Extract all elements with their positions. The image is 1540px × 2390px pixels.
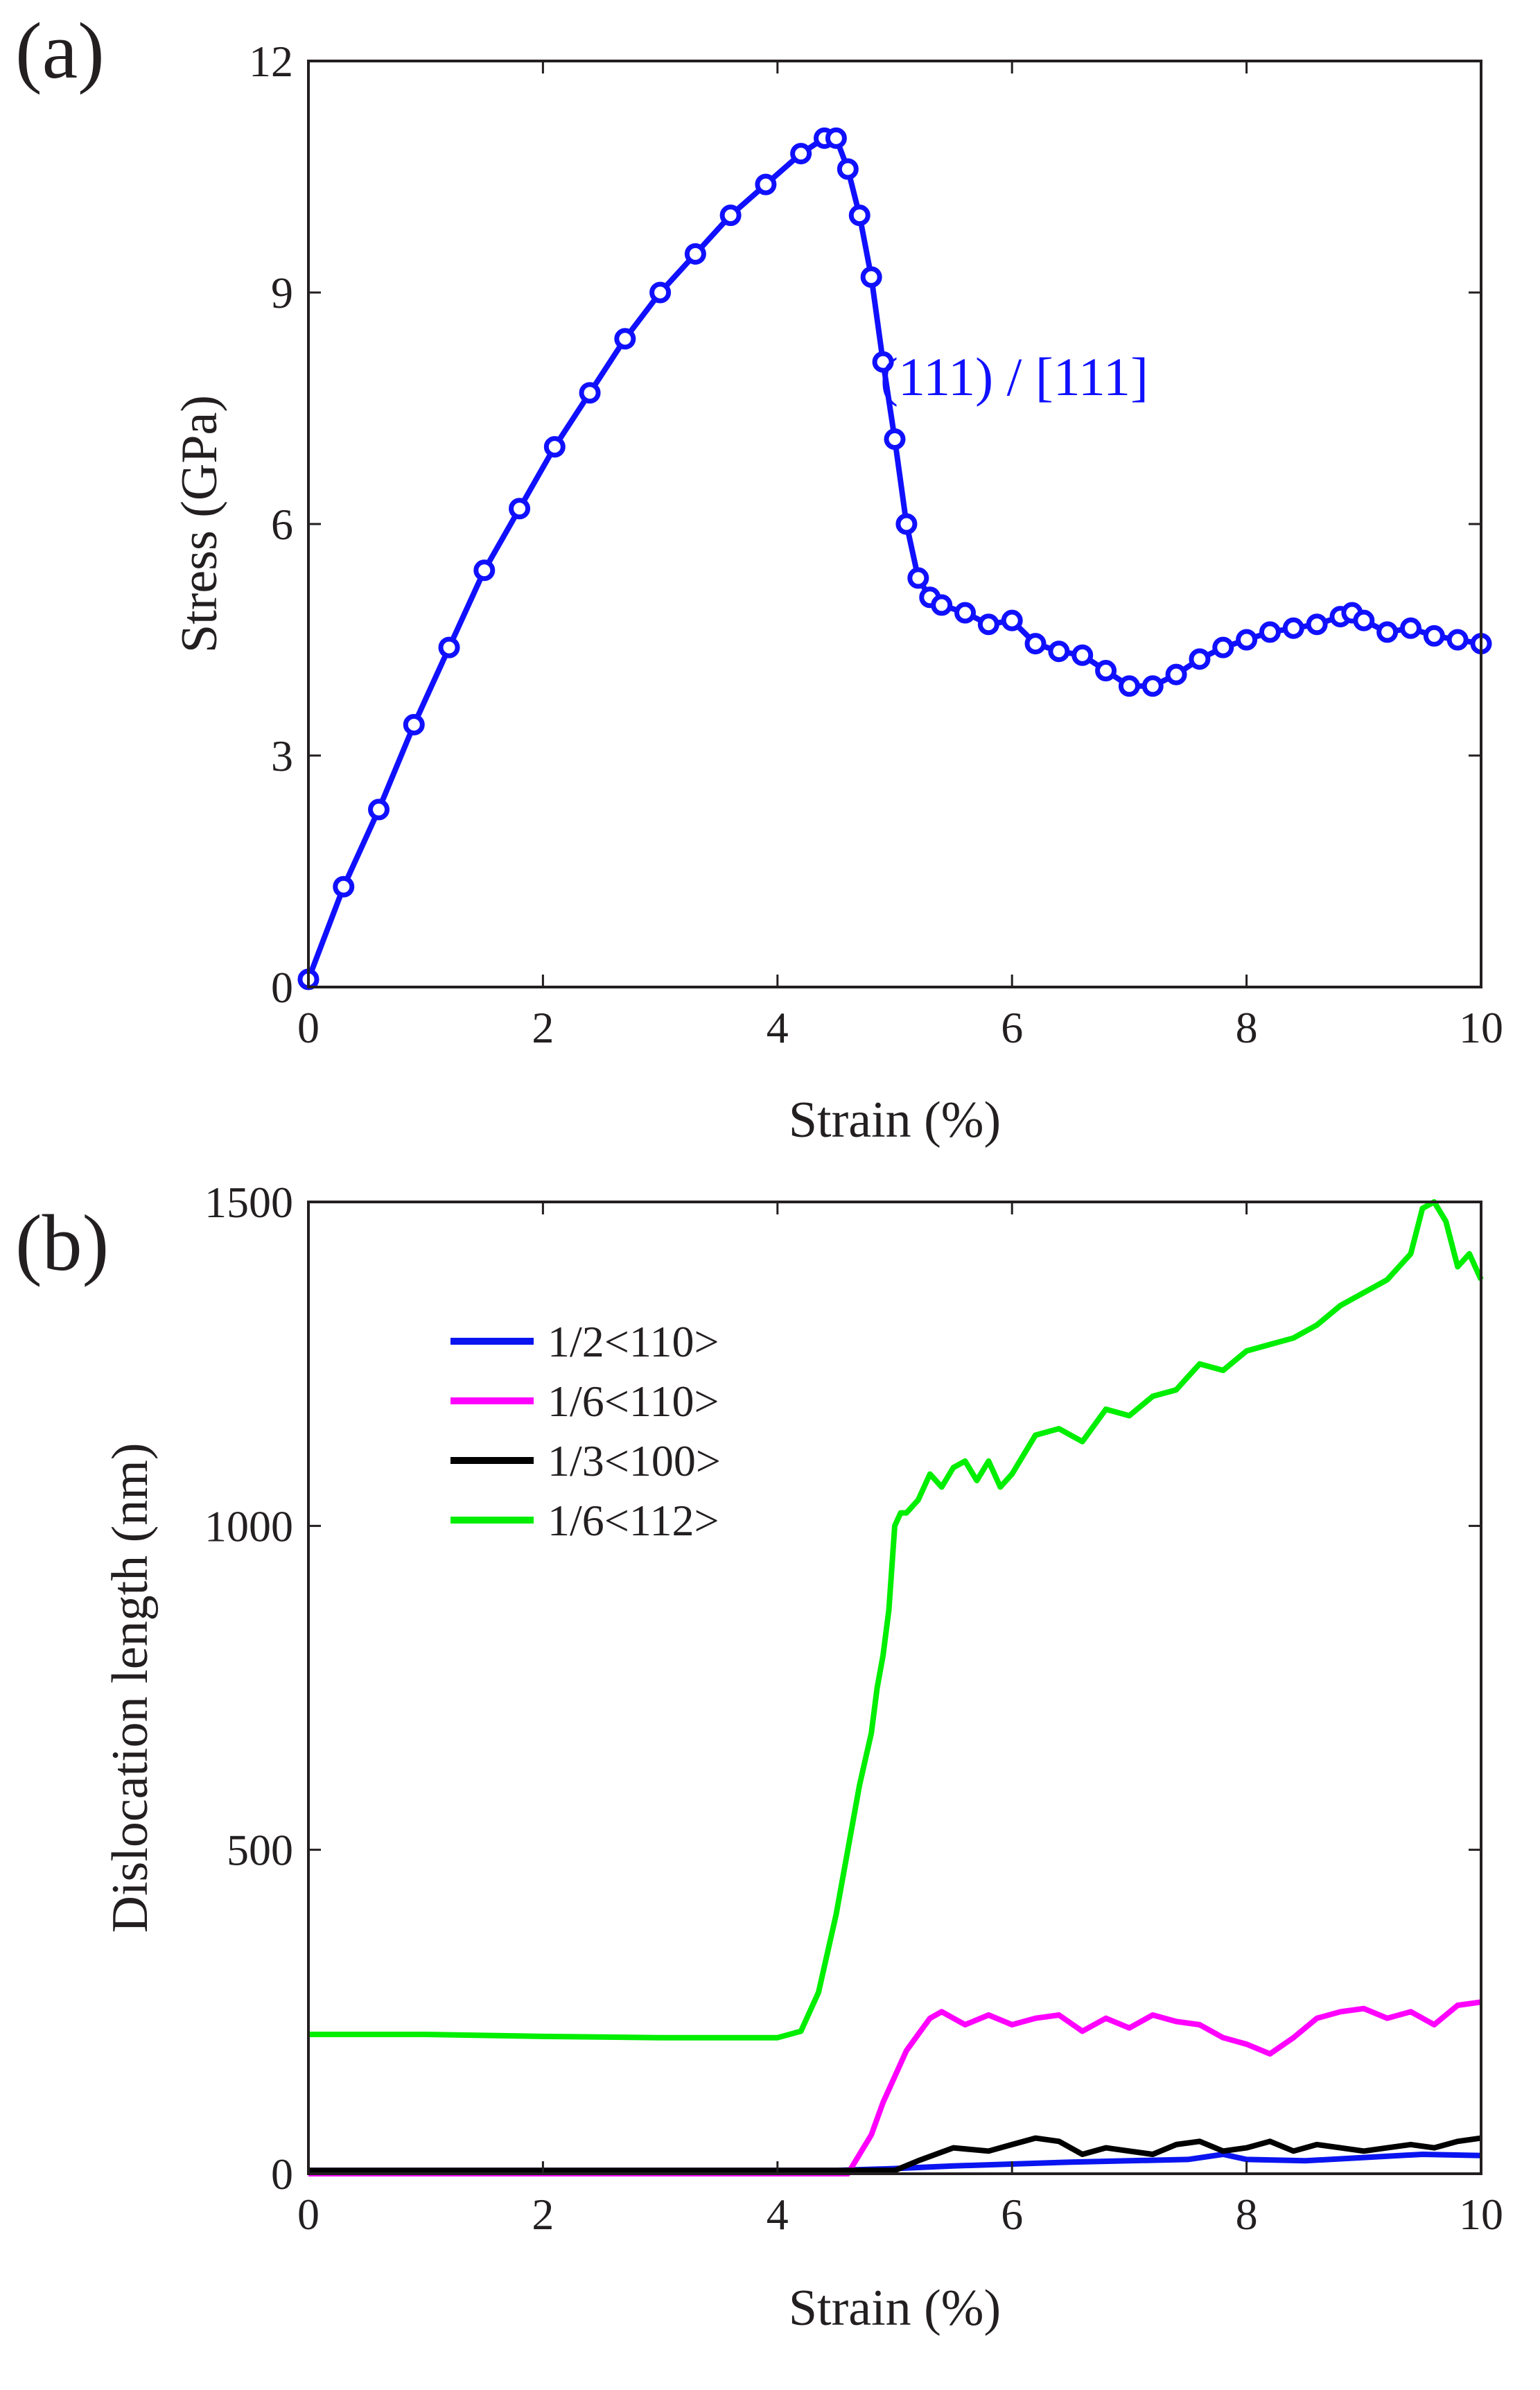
b-y-tick-label: 500 <box>227 1826 293 1875</box>
a-data-point <box>1048 640 1070 663</box>
b-series-line-3 <box>308 1199 1484 2041</box>
a-data-point <box>977 613 999 636</box>
a-data-point <box>1353 609 1375 631</box>
a-data-point <box>1001 609 1023 631</box>
b-x-tick-label: 6 <box>1001 2190 1023 2239</box>
b-series-line-2 <box>308 2135 1482 2174</box>
legend-label-2: 1/3<100> <box>548 1436 721 1485</box>
a-data-point <box>931 594 953 616</box>
a-data-point <box>825 127 847 149</box>
a-x-tick-label: 0 <box>297 1003 320 1052</box>
a-data-point <box>1399 617 1421 639</box>
a-data-point <box>884 428 906 451</box>
legend-label-0: 1/2<110> <box>548 1317 719 1366</box>
a-y-tick-label: 12 <box>249 37 293 86</box>
a-y-tick-label: 3 <box>271 731 293 780</box>
a-data-point <box>1024 633 1047 655</box>
a-data-point <box>1118 675 1140 697</box>
a-data-point <box>872 351 894 373</box>
panel-b-legend: 1/2<110> 1/6<110> 1/3<100> 1/6<112> <box>450 1317 721 1545</box>
a-data-point <box>543 436 566 458</box>
a-data-point <box>649 281 672 304</box>
b-x-tick-label: 4 <box>767 2190 789 2239</box>
a-data-point <box>1423 625 1445 647</box>
a-x-tick-label: 4 <box>767 1003 789 1052</box>
b-y-tick-label: 0 <box>271 2149 293 2199</box>
a-data-point <box>368 799 390 821</box>
panel-b-chart: (b) 0 2 4 6 8 10 0 500 1000 1500 Strain (%) Dislo… <box>15 1178 1503 2337</box>
a-data-point <box>790 143 812 165</box>
b-y-tick-label: 1500 <box>204 1178 293 1227</box>
a-data-point <box>719 204 742 227</box>
panel-b-plot-frame <box>307 1201 1482 2175</box>
a-data-point <box>1282 617 1304 639</box>
a-data-point <box>848 204 870 227</box>
b-x-tick-label: 10 <box>1459 2190 1503 2239</box>
a-data-point <box>614 328 636 350</box>
panel-b-x-axis-title: Strain (%) <box>789 2280 1001 2337</box>
b-series-line-1 <box>308 1999 1482 2177</box>
panel-a-x-axis-title: Strain (%) <box>789 1092 1001 1149</box>
a-data-point <box>509 498 531 520</box>
a-data-point <box>333 875 355 898</box>
a-data-point <box>1071 644 1094 666</box>
a-data-point <box>1236 629 1258 651</box>
a-y-tick-label: 6 <box>271 500 293 549</box>
a-data-point <box>1259 621 1281 643</box>
panel-b-label: (b) <box>15 1199 109 1288</box>
panel-a-label: (a) <box>15 7 105 96</box>
b-x-tick-label: 2 <box>532 2190 554 2239</box>
a-data-point <box>1165 663 1187 686</box>
a-data-point <box>1212 636 1234 658</box>
a-data-point <box>755 173 777 195</box>
a-data-point <box>954 602 977 624</box>
a-data-point <box>438 636 460 658</box>
a-data-point <box>907 567 929 589</box>
a-data-point <box>1376 621 1399 643</box>
a-data-point <box>403 713 425 735</box>
a-data-point <box>1189 648 1211 670</box>
a-data-point <box>473 559 496 582</box>
a-x-tick-label: 8 <box>1236 1003 1258 1052</box>
a-y-tick-label: 0 <box>271 963 293 1012</box>
a-data-point <box>895 513 918 535</box>
panel-a-y-axis-title: Stress (GPa) <box>171 395 228 653</box>
a-data-point <box>837 158 859 180</box>
panel-b-y-axis-title: Dislocation length (nm) <box>102 1443 159 1933</box>
a-x-tick-label: 2 <box>532 1003 554 1052</box>
b-y-tick-label: 1000 <box>204 1501 293 1551</box>
legend-label-3: 1/6<112> <box>548 1496 719 1545</box>
b-x-tick-label: 8 <box>1236 2190 1258 2239</box>
a-data-point <box>579 382 601 404</box>
a-y-tick-label: 9 <box>271 268 293 317</box>
a-data-point <box>1141 675 1164 697</box>
a-data-point <box>860 266 882 288</box>
a-data-point <box>1446 629 1469 651</box>
panel-a-annotation: (111) / [111] <box>880 347 1148 407</box>
a-data-point <box>1306 613 1328 636</box>
legend-label-1: 1/6<110> <box>548 1377 719 1426</box>
a-x-tick-label: 6 <box>1001 1003 1023 1052</box>
a-data-point <box>1095 660 1117 682</box>
panel-a-chart: (a) 0 2 4 6 8 10 0 3 6 9 12 Strain (%) Stress (GPa… <box>15 7 1503 1149</box>
b-x-tick-label: 0 <box>297 2190 320 2239</box>
a-data-point <box>684 243 706 265</box>
a-x-tick-label: 10 <box>1459 1003 1503 1052</box>
